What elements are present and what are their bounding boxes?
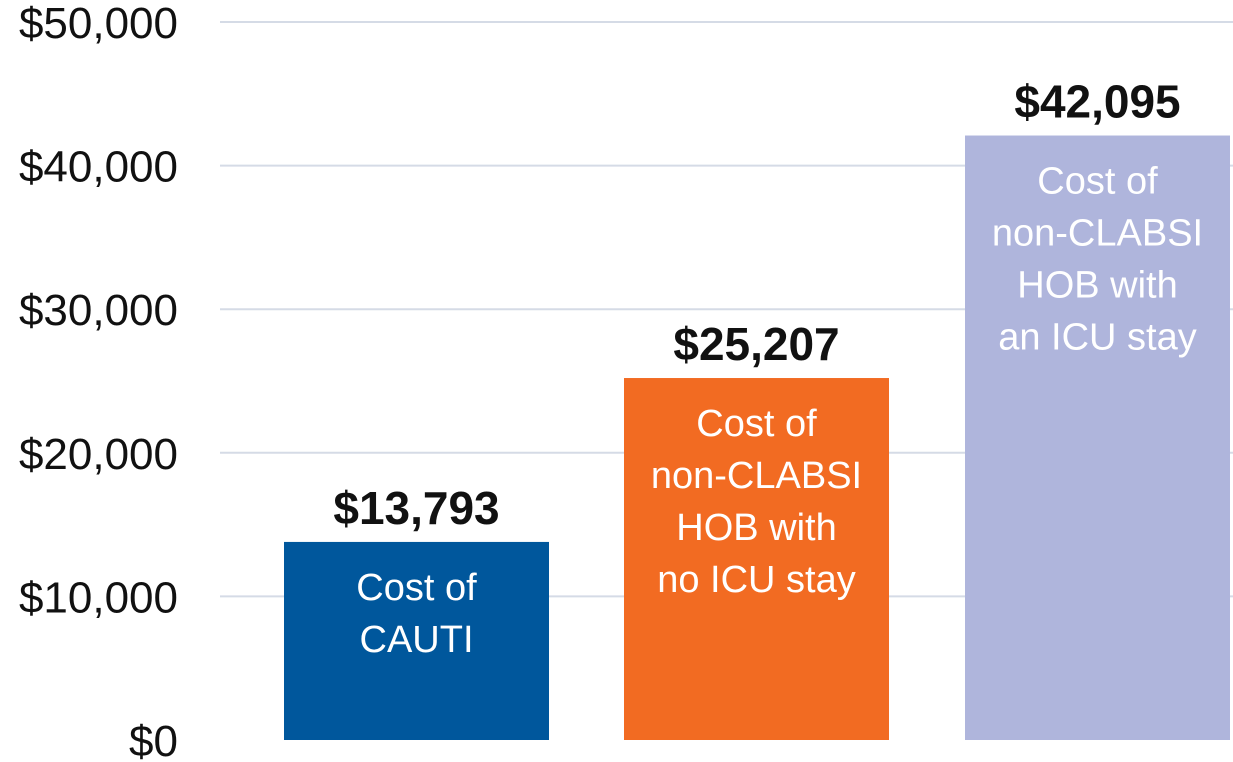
bar-group: Cost of non-CLABSI HOB with no ICU stay bbox=[624, 378, 889, 740]
y-tick-label: $0 bbox=[129, 717, 178, 762]
value-label: $13,793 bbox=[333, 482, 499, 534]
bar bbox=[965, 135, 1230, 740]
y-tick-label: $50,000 bbox=[19, 0, 178, 48]
bar-category-label-line: non-CLABSI bbox=[992, 213, 1203, 255]
bar-category-label-line: HOB with bbox=[1017, 265, 1177, 307]
bar-category-label-line: Cost of bbox=[1037, 161, 1158, 203]
bar-group: Cost of CAUTI bbox=[284, 541, 549, 740]
value-label: $25,207 bbox=[673, 318, 839, 370]
y-axis-tick-labels: $0 $10,000 $20,000 $30,000 $40,000 $50,000 bbox=[19, 0, 178, 762]
bar-group: Cost of non-CLABSI HOB with an ICU stay bbox=[965, 135, 1230, 740]
bar-category-label-line: CAUTI bbox=[360, 619, 474, 661]
bar-category-label-line: non-CLABSI bbox=[651, 455, 862, 497]
value-labels: $13,793 $25,207 $42,095 bbox=[333, 76, 1180, 534]
bars: Cost of CAUTI Cost of non-CLABSI HOB with no … bbox=[284, 135, 1230, 740]
bar-category-label-line: Cost of bbox=[696, 403, 817, 445]
bar-category-label-line: Cost of bbox=[356, 567, 477, 609]
y-tick-label: $20,000 bbox=[19, 430, 178, 479]
y-tick-label: $40,000 bbox=[19, 143, 178, 192]
bar-category-label-line: no ICU stay bbox=[657, 559, 856, 601]
bar-category-label-line: HOB with bbox=[676, 507, 836, 549]
bar bbox=[624, 378, 889, 740]
bar-category-label-line: an ICU stay bbox=[998, 317, 1197, 359]
y-tick-label: $30,000 bbox=[19, 286, 178, 335]
y-tick-label: $10,000 bbox=[19, 573, 178, 622]
bar bbox=[284, 541, 549, 740]
value-label: $42,095 bbox=[1014, 76, 1180, 128]
